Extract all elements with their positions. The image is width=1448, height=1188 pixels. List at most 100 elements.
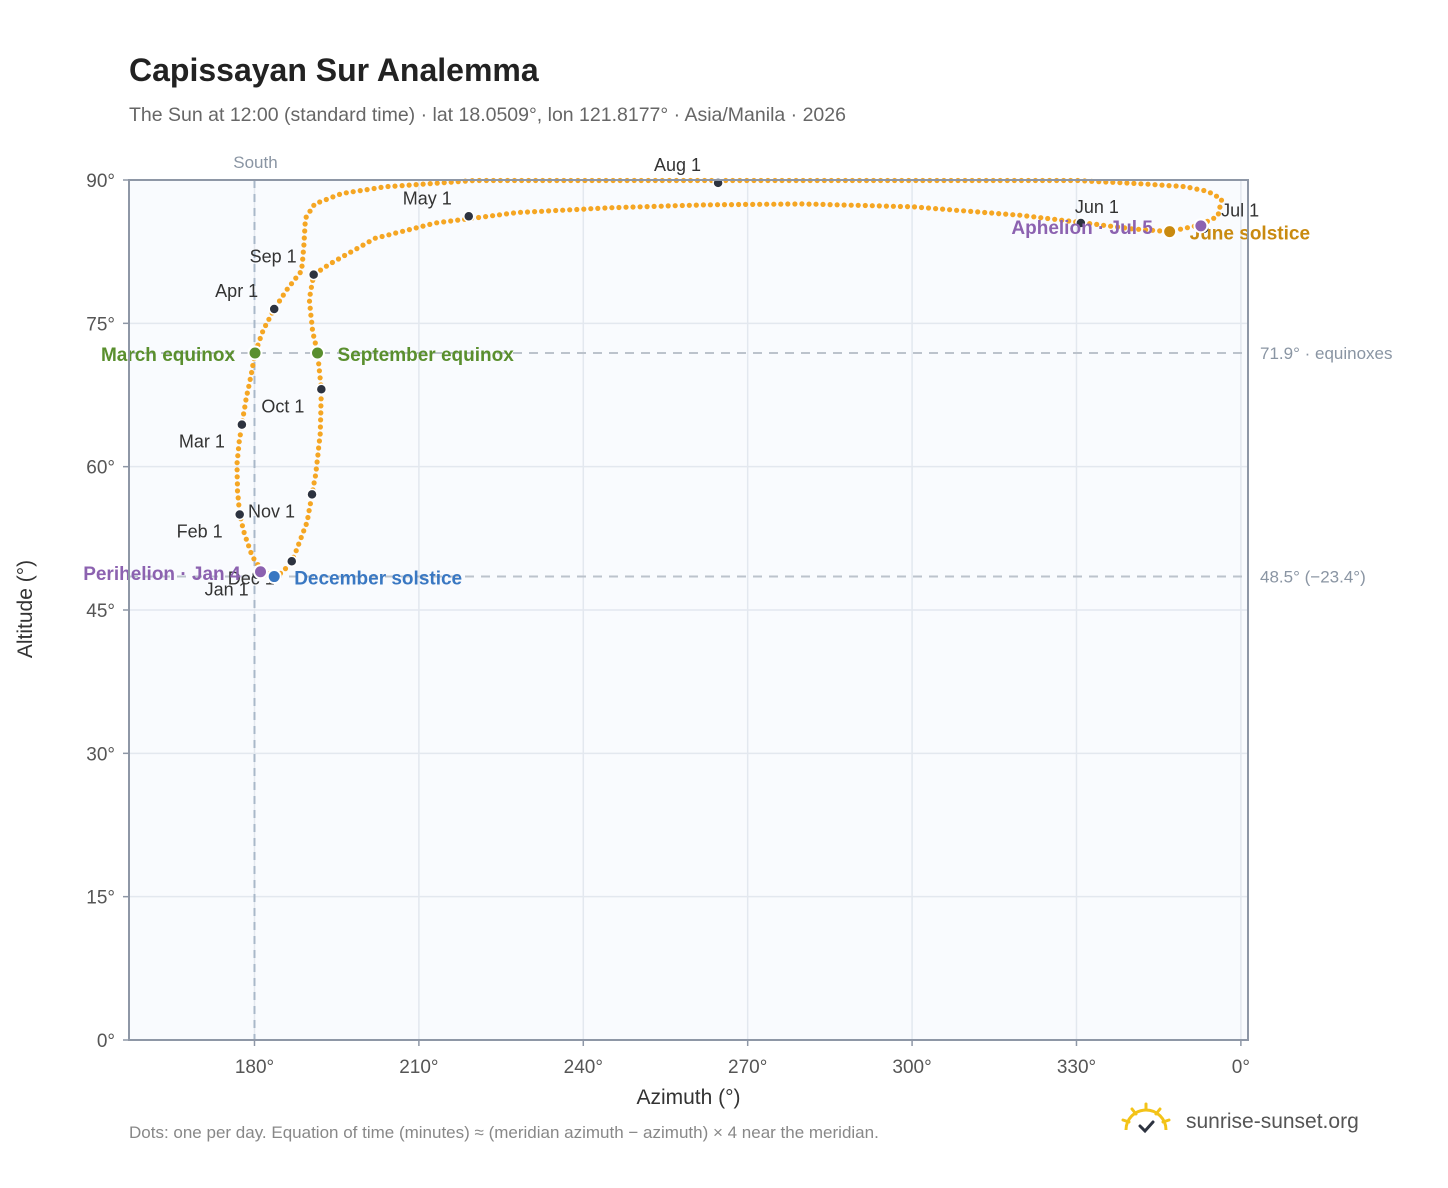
daily-dot [329, 259, 335, 266]
daily-dot [799, 201, 805, 207]
daily-dot [293, 275, 299, 281]
daily-dot [234, 488, 241, 494]
daily-dot [1150, 227, 1156, 233]
daily-dot [246, 543, 252, 549]
daily-dot [1180, 183, 1186, 190]
daily-dot [996, 211, 1002, 217]
daily-dot [413, 225, 419, 231]
daily-dot [476, 214, 482, 221]
daily-dot [335, 256, 342, 262]
x-tick-label: 270° [728, 1057, 767, 1078]
daily-dot [314, 459, 320, 465]
month-marker-label: Jul 1 [1221, 201, 1259, 221]
daily-dot [961, 208, 967, 214]
daily-dot [243, 536, 249, 542]
brand[interactable]: sunrise-sunset.org [1120, 1102, 1359, 1141]
daily-dot [282, 566, 289, 572]
daily-dot [312, 473, 318, 479]
daily-dot [317, 375, 323, 381]
month-marker-label: Nov 1 [248, 501, 295, 521]
daily-dot [869, 203, 875, 209]
daily-dot [700, 202, 707, 208]
daily-dot [350, 189, 356, 195]
daily-dot [316, 361, 322, 367]
daily-dot [244, 390, 250, 396]
event-marker-label: December solstice [294, 569, 462, 590]
daily-dot [1215, 211, 1221, 217]
daily-dot [616, 204, 622, 211]
month-marker-label: Apr 1 [215, 281, 258, 301]
y-tick-label: 90° [86, 171, 115, 192]
daily-dot [813, 201, 819, 207]
event-marker-label: Aphelion · Jul 5 [1011, 218, 1153, 239]
daily-dot [318, 410, 324, 416]
event-marker-dot [247, 345, 263, 361]
daily-dot [1031, 214, 1037, 220]
daily-dot [834, 202, 840, 208]
daily-dot [316, 445, 322, 451]
daily-dot [1017, 212, 1023, 218]
daily-dot [1136, 226, 1142, 232]
daily-dot [300, 249, 306, 255]
footnote: Dots: one per day. Equation of time (min… [129, 1123, 879, 1142]
daily-dot [234, 467, 240, 473]
daily-dot [785, 201, 791, 207]
x-tick-label: 300° [892, 1057, 931, 1078]
daily-dot [280, 292, 286, 298]
event-marker-label: Perihelion · Jan 4 [83, 564, 241, 585]
daily-dot [378, 184, 384, 190]
daily-dot [750, 201, 756, 207]
y-tick-label: 30° [86, 744, 115, 765]
daily-dot [1218, 197, 1225, 203]
daily-dot [637, 204, 643, 210]
daily-dot [1115, 224, 1121, 230]
daily-dot [400, 228, 406, 234]
daily-dot [602, 205, 608, 211]
daily-dot [1166, 183, 1172, 189]
altitude-reference-label: 48.5° (−23.4°) [1260, 568, 1366, 587]
daily-dot [588, 206, 594, 212]
daily-dot [1129, 226, 1135, 232]
chart-title: Capissayan Sur Analemma [129, 52, 539, 88]
daily-dot [679, 202, 685, 209]
daily-dot [933, 206, 939, 212]
daily-dot [297, 270, 303, 276]
daily-dot [354, 246, 360, 252]
daily-dot [371, 185, 377, 192]
daily-dot [665, 203, 671, 209]
daily-dot [317, 267, 324, 273]
daily-dot [651, 203, 657, 209]
daily-dot [820, 201, 826, 207]
altitude-reference-label: 71.9° · equinoxes [1260, 344, 1393, 363]
daily-dot [876, 203, 882, 209]
daily-dot [883, 203, 890, 209]
daily-dot [792, 201, 798, 207]
daily-dot [236, 502, 242, 508]
daily-dot [1213, 193, 1220, 199]
month-markers: Jan 1 Feb 1 Mar 1 Apr 1 May 1 Jun 1 Jul 1 Aug 1… [177, 155, 1260, 600]
daily-dot [1131, 180, 1137, 186]
daily-dot [250, 362, 256, 369]
daily-dot [1184, 225, 1190, 231]
daily-dot [623, 204, 629, 210]
daily-dot [455, 217, 461, 223]
daily-dot [311, 480, 317, 486]
month-marker-label: Feb 1 [177, 521, 223, 541]
daily-dot [968, 208, 974, 214]
month-marker-label: Jun 1 [1075, 197, 1119, 217]
x-tick-label: 330° [1057, 1057, 1096, 1078]
daily-dot [379, 233, 385, 240]
daily-dot [721, 202, 728, 208]
daily-dot [567, 207, 573, 213]
daily-dot [235, 453, 241, 459]
daily-dot [302, 221, 308, 227]
daily-dot [323, 263, 329, 269]
axis-ticks: 180° 210° 240° 270° 300° 330° 0° 0° 15° 30° 45° 60°… [86, 171, 1250, 1078]
daily-dot [434, 180, 440, 186]
daily-dot [242, 404, 248, 410]
daily-dot [918, 204, 925, 211]
daily-dot [305, 514, 311, 521]
daily-dot [306, 508, 312, 514]
daily-dot [736, 201, 742, 208]
daily-dot [311, 333, 317, 339]
